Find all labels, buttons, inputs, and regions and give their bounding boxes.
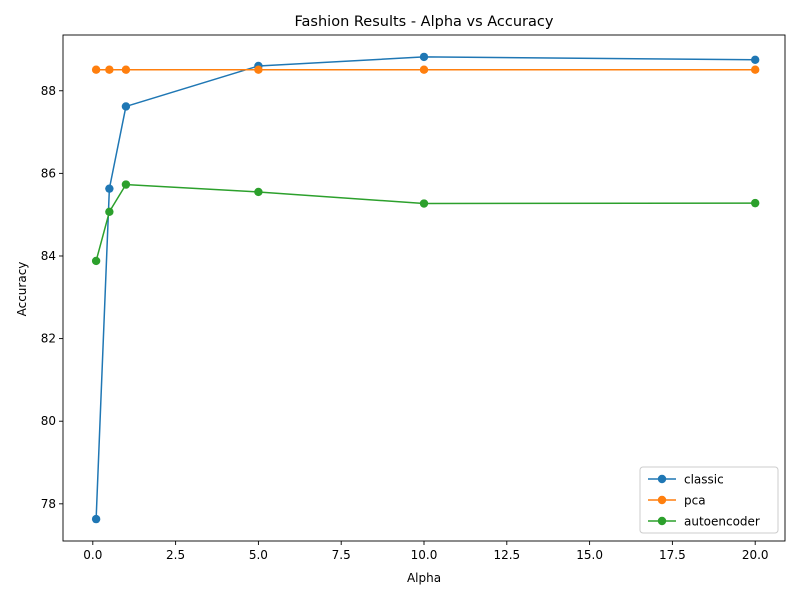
axes: 0.0 2.5 5.0 7.5 10.0 12.5 15.0 17.5 20.0 78 80 82 84… — [41, 34, 786, 562]
legend-marker-autoencoder — [657, 516, 667, 526]
x-tick-label: 12.5 — [493, 548, 520, 562]
x-tick-label: 10.0 — [411, 548, 438, 562]
data-point-autoencoder — [121, 180, 131, 189]
data-point-pca — [750, 65, 760, 74]
x-tick-label: 20.0 — [742, 548, 769, 562]
y-tick-label: 80 — [41, 414, 56, 428]
x-tick-label: 0.0 — [83, 548, 102, 562]
legend-label-autoencoder: autoencoder — [684, 515, 760, 529]
data-point-autoencoder — [105, 207, 114, 216]
data-point-pca — [419, 65, 429, 74]
x-tick-label: 7.5 — [332, 548, 351, 562]
data-point-classic — [121, 102, 131, 111]
legend-label-pca: pca — [684, 494, 706, 508]
y-tick-label: 88 — [41, 84, 56, 98]
legend-marker-pca — [657, 495, 667, 505]
data-point-classic — [105, 184, 114, 193]
chart-title: Fashion Results - Alpha vs Accuracy — [295, 14, 554, 30]
data-point-pca — [105, 65, 114, 74]
y-axis-label: Accuracy — [15, 262, 29, 317]
y-tick-label: 84 — [41, 249, 56, 263]
data-point-autoencoder — [254, 187, 263, 197]
x-axis-label: Alpha — [407, 571, 441, 585]
data-point-autoencoder — [91, 256, 101, 266]
series-line-autoencoder — [95, 183, 756, 262]
data-point-autoencoder — [750, 198, 760, 208]
legend-box — [639, 466, 779, 534]
data-point-classic — [91, 514, 101, 524]
x-tick-label: 5.0 — [249, 548, 268, 562]
y-tick-label: 78 — [41, 497, 56, 511]
series-line-classic — [95, 56, 756, 520]
data-point-autoencoder — [419, 199, 429, 208]
x-tick-label: 17.5 — [659, 548, 686, 562]
data-point-classic — [419, 52, 429, 62]
plot-area — [91, 52, 760, 524]
legend-marker-classic — [657, 474, 667, 484]
x-tick-label: 2.5 — [166, 548, 185, 562]
legend: classic pca autoencoder — [639, 466, 779, 534]
data-point-classic — [750, 55, 760, 64]
data-point-pca — [91, 65, 101, 74]
y-tick-label: 86 — [41, 166, 56, 180]
x-tick-label: 15.0 — [576, 548, 603, 562]
y-tick-label: 82 — [41, 332, 56, 346]
data-point-pca — [121, 65, 131, 74]
legend-label-classic: classic — [684, 473, 724, 487]
data-point-pca — [254, 65, 263, 74]
